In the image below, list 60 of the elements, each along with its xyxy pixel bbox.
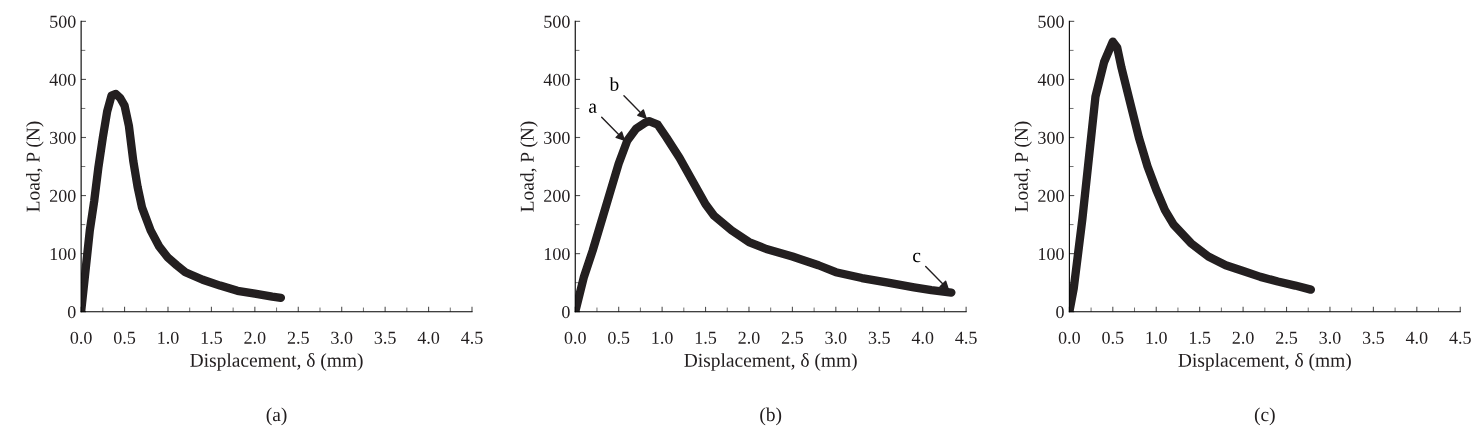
y-axis-title: Load, P (N): [1014, 121, 1032, 212]
x-tick-label: 2.0: [1232, 331, 1254, 344]
x-tick-label: 0.0: [70, 331, 92, 344]
y-tick-label: 500: [544, 15, 570, 28]
y-tick-label: 400: [543, 73, 570, 86]
x-tick-label: 2.5: [1276, 331, 1298, 344]
annotation: b: [609, 77, 619, 91]
x-tick-label: 3.0: [1319, 331, 1341, 344]
text: (b): [760, 407, 782, 426]
y-tick-label: 300: [544, 131, 570, 144]
y-tick-label: 0: [1056, 305, 1064, 319]
x-tick-label: 0.0: [564, 331, 586, 344]
y-tick-label: 500: [1038, 15, 1064, 28]
y-tick-label: 500: [50, 15, 76, 28]
annotation: a: [589, 103, 597, 113]
x-tick-label: 0.5: [608, 331, 630, 344]
x-tick-label: 2.0: [244, 331, 266, 344]
y-axis-title: Load, P (N): [25, 121, 44, 212]
y-tick-label: 200: [544, 189, 570, 203]
x-tick-label: 3.0: [825, 331, 847, 344]
y-axis-title: Load, P (N): [520, 121, 538, 212]
x-tick-label: 3.5: [1362, 331, 1384, 344]
y-tick-label: 400: [1037, 73, 1064, 86]
y-tick-label: 300: [50, 131, 76, 144]
x-tick-label: 4.0: [417, 331, 440, 344]
x-tick-label: 3.5: [868, 331, 890, 344]
x-tick-label: 4.0: [911, 331, 934, 344]
x-tick-label: 0.5: [1102, 331, 1124, 344]
y-tick-label: 200: [1038, 189, 1064, 203]
y-tick-label: 0: [562, 305, 570, 319]
x-tick-label: 4.5: [1449, 331, 1471, 344]
y-tick-label: 100: [1039, 247, 1064, 261]
x-tick-label: 2.5: [781, 331, 803, 344]
x-axis-title: Displacement, δ (mm): [684, 353, 857, 371]
x-tick-label: 1.0: [1146, 331, 1167, 344]
text: (a): [266, 407, 287, 426]
x-axis-title: Displacement, δ (mm): [1178, 353, 1351, 371]
y-tick-label: 400: [49, 73, 76, 86]
x-tick-label: 4.5: [461, 331, 483, 344]
x-tick-label: 0.0: [1058, 331, 1080, 344]
x-axis-title: Displacement, δ (mm): [190, 353, 363, 371]
y-tick-label: 0: [67, 305, 76, 319]
y-tick-label: 100: [50, 247, 76, 261]
x-tick-label: 3.0: [331, 331, 353, 344]
x-tick-label: 1.5: [695, 331, 717, 344]
x-tick-label: 4.5: [955, 331, 977, 344]
y-tick-label: 200: [49, 189, 76, 203]
x-tick-label: 2.5: [287, 331, 309, 344]
x-tick-label: 1.5: [201, 331, 222, 344]
x-tick-label: 0.5: [113, 331, 136, 344]
x-tick-label: 1.0: [158, 331, 179, 344]
annotation: c: [913, 252, 921, 263]
x-tick-label: 1.0: [652, 331, 673, 344]
x-tick-label: 1.5: [1189, 331, 1211, 344]
text: (c): [1254, 407, 1275, 426]
x-tick-label: 4.0: [1405, 331, 1428, 344]
y-tick-label: 100: [544, 247, 570, 261]
y-tick-label: 300: [1038, 131, 1064, 144]
x-tick-label: 2.0: [738, 331, 760, 344]
x-tick-label: 3.5: [374, 331, 396, 344]
